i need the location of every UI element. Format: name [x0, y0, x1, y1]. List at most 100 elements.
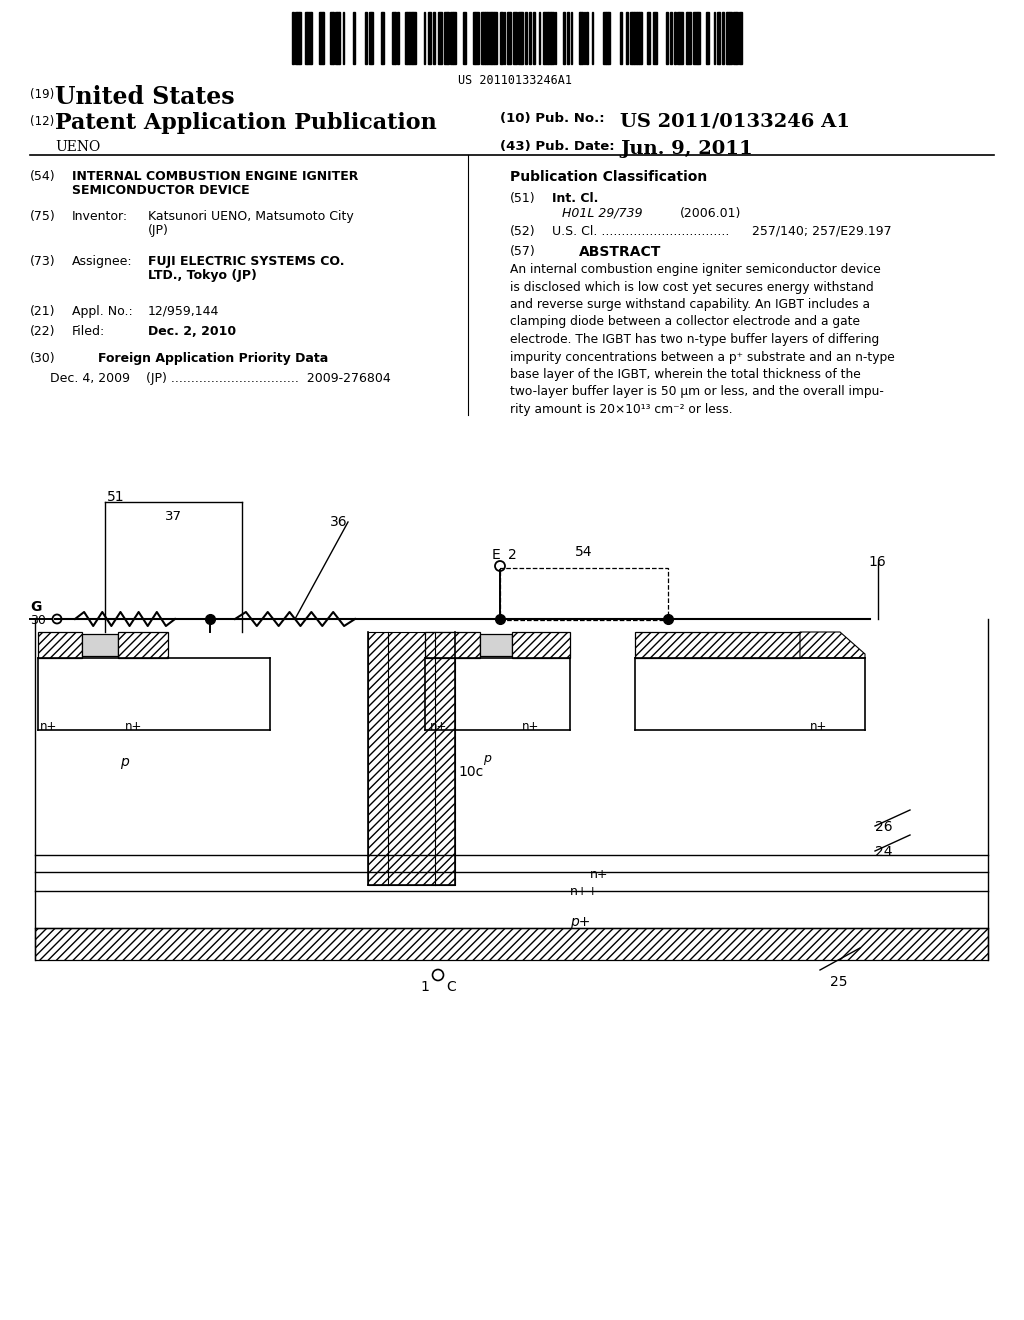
Bar [492, 12, 494, 63]
Text: n+: n+ [590, 869, 608, 880]
Bar [413, 12, 416, 63]
Text: INTERNAL COMBUSTION ENGINE IGNITER: INTERNAL COMBUSTION ENGINE IGNITER [72, 170, 358, 183]
Bar [38, 632, 82, 657]
Bar [630, 12, 632, 63]
Text: LTD., Tokyo (JP): LTD., Tokyo (JP) [148, 269, 257, 282]
Text: SEMICONDUCTOR DEVICE: SEMICONDUCTOR DEVICE [72, 183, 250, 197]
Text: 25: 25 [830, 975, 848, 989]
Bar [397, 12, 399, 63]
Bar [513, 12, 517, 63]
Bar [299, 12, 301, 63]
Bar [371, 12, 373, 63]
Text: n+: n+ [522, 719, 540, 733]
Text: 26: 26 [874, 820, 893, 834]
Bar [463, 12, 466, 63]
Text: C: C [446, 979, 456, 994]
Text: 37: 37 [165, 510, 182, 523]
Bar [639, 12, 641, 63]
Text: n++: n++ [570, 884, 599, 898]
Bar [82, 634, 118, 656]
Bar [606, 12, 608, 63]
Text: (30): (30) [30, 352, 55, 366]
Bar [687, 12, 691, 63]
Bar [480, 634, 512, 656]
Bar [494, 12, 497, 63]
Bar [733, 12, 736, 63]
Bar [512, 632, 570, 657]
Bar [369, 12, 371, 63]
Bar [508, 12, 510, 63]
Bar [368, 632, 455, 884]
Bar [305, 12, 307, 63]
Bar [698, 12, 700, 63]
Bar [637, 12, 639, 63]
Bar [635, 632, 800, 657]
Text: (22): (22) [30, 325, 55, 338]
Bar [518, 12, 521, 63]
Bar [729, 12, 732, 63]
Bar [648, 12, 650, 63]
Text: 30: 30 [30, 614, 46, 627]
Bar [548, 12, 551, 63]
Text: Publication Classification: Publication Classification [510, 170, 708, 183]
Bar [706, 12, 709, 63]
Text: 2: 2 [508, 548, 517, 562]
Bar [425, 632, 480, 657]
Text: n+: n+ [810, 719, 827, 733]
Bar [330, 12, 333, 63]
Bar [544, 12, 548, 63]
Bar [653, 12, 657, 63]
Text: ABSTRACT: ABSTRACT [579, 246, 662, 259]
Text: Inventor:: Inventor: [72, 210, 128, 223]
Bar [365, 12, 367, 63]
Text: H01L 29/739: H01L 29/739 [562, 207, 643, 220]
Text: (19): (19) [30, 88, 54, 102]
Bar [626, 12, 628, 63]
Text: UENO: UENO [55, 140, 100, 154]
Bar [727, 12, 729, 63]
Bar [297, 12, 299, 63]
Bar [433, 12, 435, 63]
Bar [335, 12, 337, 63]
Bar [487, 12, 490, 63]
Text: Dec. 4, 2009    (JP) ................................  2009-276804: Dec. 4, 2009 (JP) ......................… [50, 372, 391, 385]
Text: Foreign Application Priority Data: Foreign Application Priority Data [98, 352, 329, 366]
Bar [500, 568, 668, 620]
Bar [392, 12, 395, 63]
Bar [337, 12, 339, 63]
Bar [580, 12, 583, 63]
Text: Katsunori UENO, Matsumoto City: Katsunori UENO, Matsumoto City [148, 210, 353, 223]
Text: 51: 51 [106, 490, 125, 504]
Text: p: p [120, 755, 129, 770]
Bar [670, 12, 672, 63]
Text: Jun. 9, 2011: Jun. 9, 2011 [620, 140, 753, 158]
Bar [485, 12, 487, 63]
Text: Appl. No.:: Appl. No.: [72, 305, 133, 318]
Bar [603, 12, 606, 63]
Text: US 20110133246A1: US 20110133246A1 [458, 74, 572, 87]
Text: 54: 54 [575, 545, 593, 558]
Text: p: p [483, 752, 490, 766]
Bar [567, 12, 569, 63]
Text: (10) Pub. No.:: (10) Pub. No.: [500, 112, 604, 125]
Text: E: E [492, 548, 501, 562]
Bar [406, 12, 407, 63]
Bar [666, 12, 668, 63]
Bar [118, 632, 168, 657]
Bar [529, 12, 531, 63]
Bar [717, 12, 719, 63]
Text: (21): (21) [30, 305, 55, 318]
Bar [679, 12, 683, 63]
Text: (43) Pub. Date:: (43) Pub. Date: [500, 140, 614, 153]
Bar [501, 12, 503, 63]
Text: Patent Application Publication: Patent Application Publication [55, 112, 437, 135]
Bar [620, 12, 622, 63]
Text: Assignee:: Assignee: [72, 255, 133, 268]
Text: G: G [30, 601, 41, 614]
Text: (57): (57) [510, 246, 536, 257]
Text: (52): (52) [510, 224, 536, 238]
Text: n+: n+ [125, 719, 142, 733]
Bar [295, 12, 297, 63]
Bar [632, 12, 634, 63]
Bar [450, 12, 453, 63]
